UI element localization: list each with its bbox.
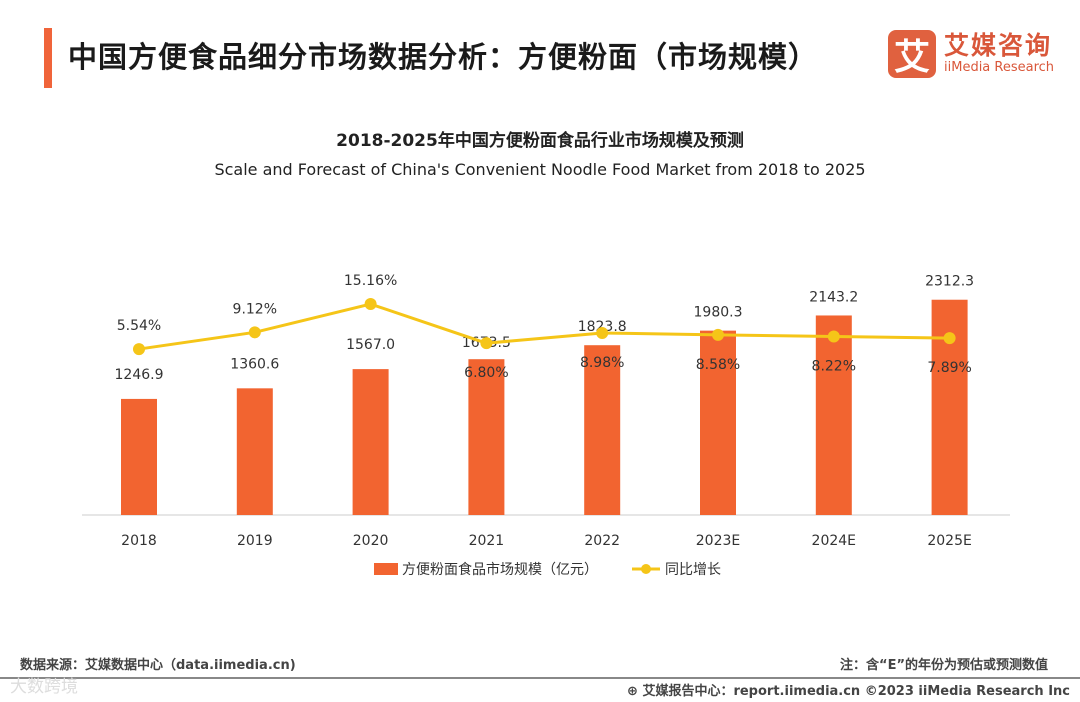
legend-bar-swatch — [374, 563, 398, 575]
growth-label: 15.16% — [344, 273, 397, 289]
growth-point — [480, 337, 493, 350]
chart-subtitle: Scale and Forecast of China's Convenient… — [214, 160, 866, 179]
logo-cn: 艾媒咨询 — [944, 31, 1053, 60]
bar-value-label: 2312.3 — [925, 274, 974, 290]
bar-value-label: 1980.3 — [694, 305, 743, 321]
growth-point — [596, 326, 609, 339]
note-text: 注：含“E”的年份为预估或预测数值 — [840, 658, 1048, 673]
legend-line-marker — [641, 564, 651, 574]
x-tick-label: 2018 — [121, 533, 157, 549]
growth-label: 9.12% — [233, 301, 277, 317]
logo: 艾 艾媒咨询 iiMedia Research — [888, 30, 1054, 78]
growth-point — [364, 298, 377, 311]
footer-report: ⊕ 艾媒报告中心：report.iimedia.cn ©2023 iiMedia… — [627, 680, 1070, 699]
growth-label: 5.54% — [117, 318, 161, 334]
growth-label: 8.98% — [580, 355, 624, 371]
growth-point — [133, 343, 145, 356]
bar — [584, 345, 621, 515]
chart-title: 2018-2025年中国方便粉面食品行业市场规模及预测 — [336, 131, 744, 151]
footer-divider — [0, 677, 1080, 679]
globe-icon: ⊕ — [627, 684, 643, 699]
x-tick-label: 2024E — [812, 533, 856, 549]
x-tick-label: 2025E — [927, 533, 971, 549]
x-tick-label: 2019 — [237, 533, 273, 549]
bar — [121, 398, 157, 515]
growth-point — [248, 326, 261, 339]
growth-line — [138, 302, 950, 351]
bar — [700, 330, 736, 515]
growth-point — [712, 328, 724, 341]
page-title: 中国方便食品细分市场数据分析：方便粉面（市场规模） — [68, 40, 819, 74]
footer-report-text: 艾媒报告中心：report.iimedia.cn ©2023 iiMedia R… — [642, 684, 1070, 699]
x-tick-label: 2021 — [469, 533, 505, 549]
growth-point — [943, 332, 956, 345]
growth-label: 8.58% — [696, 357, 740, 373]
logo-en: iiMedia Research — [944, 60, 1055, 75]
legend-line-label: 同比增长 — [665, 562, 721, 578]
bar — [931, 299, 968, 515]
bar-value-label: 1567.0 — [346, 337, 395, 353]
chart: 20181246.920191360.620201567.020211673.5… — [82, 273, 1010, 578]
growth-label: 6.80% — [464, 365, 508, 381]
growth-label: 8.22% — [812, 359, 856, 375]
x-tick-label: 2023E — [696, 533, 740, 549]
x-tick-label: 2022 — [584, 533, 620, 549]
bar-value-label: 1360.6 — [230, 356, 279, 372]
bar — [468, 359, 505, 515]
growth-point — [827, 330, 840, 343]
logo-mark: 艾 — [888, 30, 936, 78]
legend-bar-label: 方便粉面食品市场规模（亿元） — [402, 561, 598, 578]
watermark: 大数跨境 — [10, 677, 78, 697]
bar-value-label: 2143.2 — [809, 289, 858, 305]
bar — [352, 369, 389, 515]
x-tick-label: 2020 — [353, 533, 389, 549]
title-accent-bar — [44, 28, 52, 88]
bar — [815, 315, 852, 515]
bar-value-label: 1246.9 — [115, 367, 164, 383]
source-text: 数据来源：艾媒数据中心（data.iimedia.cn) — [20, 658, 296, 673]
bar — [236, 388, 273, 515]
growth-label: 7.89% — [927, 360, 971, 376]
